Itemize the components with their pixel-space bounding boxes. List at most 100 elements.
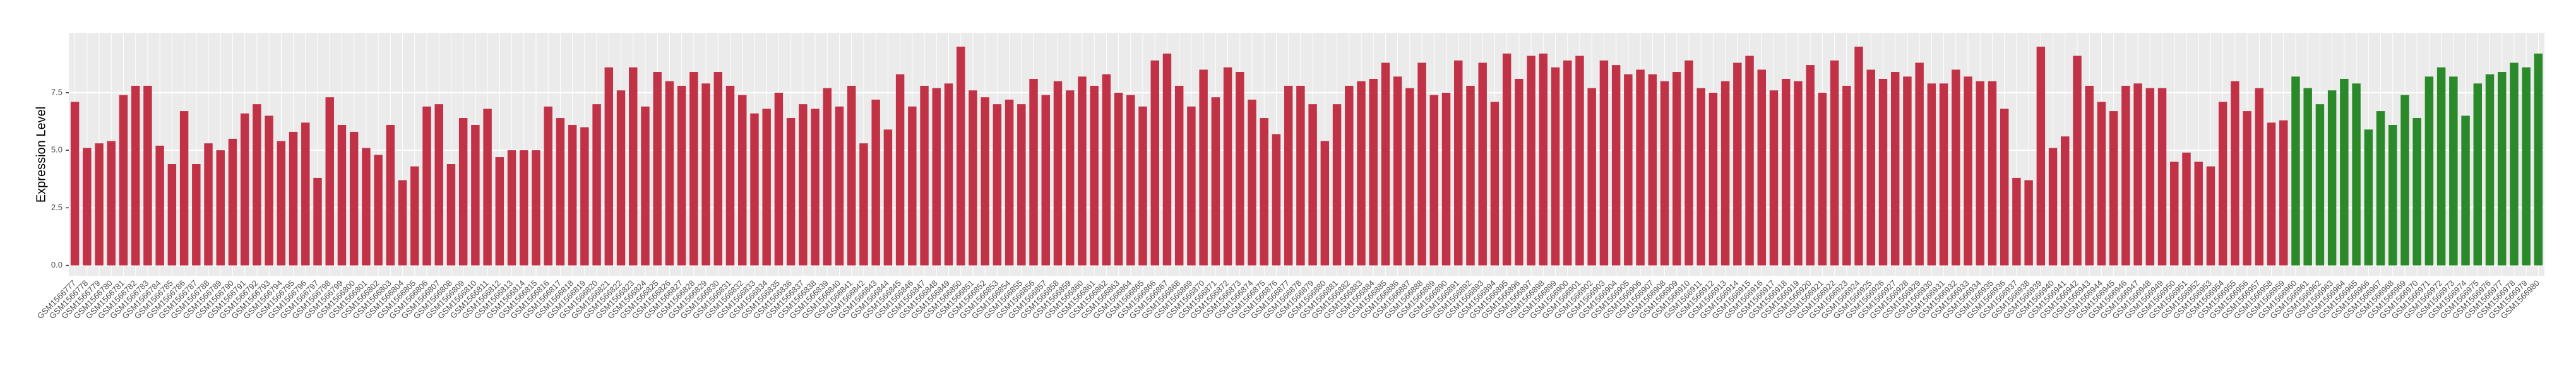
bar: [410, 166, 419, 266]
bar: [1454, 60, 1463, 266]
bar: [1065, 90, 1075, 266]
bar: [762, 109, 771, 266]
bar: [1818, 92, 1827, 266]
bar: [1903, 76, 1912, 266]
bar: [1636, 69, 1645, 266]
bar: [1138, 106, 1147, 266]
bar: [750, 113, 759, 266]
bar: [738, 95, 747, 266]
bar: [458, 118, 468, 266]
bar: [859, 143, 868, 266]
bar: [70, 102, 80, 266]
bar: [2352, 83, 2361, 266]
bar: [1745, 56, 1754, 266]
bar: [871, 99, 880, 266]
bar: [2182, 152, 2191, 266]
bar: [1332, 104, 1342, 266]
bar: [2036, 46, 2046, 266]
bar: [2485, 74, 2495, 266]
bar: [811, 109, 820, 266]
bar: [119, 95, 128, 266]
bar: [1248, 99, 1256, 266]
bar: [1150, 60, 1159, 266]
bar: [2061, 136, 2070, 266]
plot-background: [69, 33, 2544, 276]
bar: [1417, 62, 1426, 266]
bar: [1053, 81, 1063, 266]
bar: [1272, 134, 1281, 266]
bar: [1478, 62, 1487, 266]
bar: [1078, 76, 1087, 266]
bar: [1757, 69, 1766, 266]
bar: [689, 72, 698, 266]
bar: [471, 124, 480, 266]
bar: [1842, 85, 1851, 266]
bar: [1357, 81, 1366, 266]
bar: [944, 83, 953, 266]
bar: [362, 148, 371, 266]
bar: [192, 164, 201, 266]
bar: [2012, 177, 2021, 266]
bar: [713, 72, 723, 266]
bar: [908, 106, 917, 266]
bar: [1939, 83, 1948, 266]
bar: [483, 109, 492, 266]
bar: [544, 106, 552, 266]
bar: [956, 46, 965, 266]
bar: [1515, 78, 1524, 266]
bar: [2388, 124, 2397, 266]
bar: [993, 104, 1002, 266]
bar: [289, 131, 298, 266]
bar: [107, 141, 116, 266]
bar: [2364, 129, 2373, 266]
bar: [2473, 83, 2483, 266]
bar: [1915, 62, 1924, 266]
bar: [1599, 60, 1609, 266]
bar: [629, 67, 638, 266]
bar: [2255, 88, 2264, 266]
bar: [422, 106, 431, 266]
bar: [1260, 118, 1268, 266]
bar: [532, 150, 540, 266]
bar: [495, 157, 504, 266]
bar: [1890, 72, 1900, 266]
bar: [1769, 90, 1779, 266]
bar: [883, 129, 893, 266]
bar: [2400, 95, 2409, 266]
bar: [143, 85, 152, 266]
bar: [1696, 88, 1705, 266]
bar: [155, 145, 164, 266]
bar: [1781, 78, 1791, 266]
bar: [1490, 102, 1500, 266]
y-tick-label: 5.0: [51, 145, 63, 155]
bar: [895, 74, 905, 266]
bar: [2085, 85, 2094, 266]
bar: [1211, 97, 1220, 266]
bar: [799, 104, 808, 266]
bar: [2206, 166, 2215, 266]
bar: [253, 104, 261, 266]
bar: [2291, 76, 2300, 266]
bar: [204, 143, 213, 266]
bar: [1563, 60, 1572, 266]
bar: [507, 150, 516, 266]
bar: [1308, 104, 1317, 266]
bar: [2133, 83, 2142, 266]
bar: [847, 85, 856, 266]
bar: [920, 85, 929, 266]
bar: [1733, 62, 1742, 266]
bar: [1587, 88, 1596, 266]
bar: [1878, 78, 1888, 266]
bar: [1090, 85, 1099, 266]
bar: [981, 97, 989, 266]
bar: [1296, 85, 1305, 266]
bar: [2145, 88, 2155, 266]
bar: [2243, 111, 2251, 266]
bar: [592, 104, 601, 266]
bar: [95, 143, 104, 266]
bar: [398, 180, 407, 266]
bar: [1102, 74, 1111, 266]
bar: [835, 106, 844, 266]
bar: [556, 118, 565, 266]
